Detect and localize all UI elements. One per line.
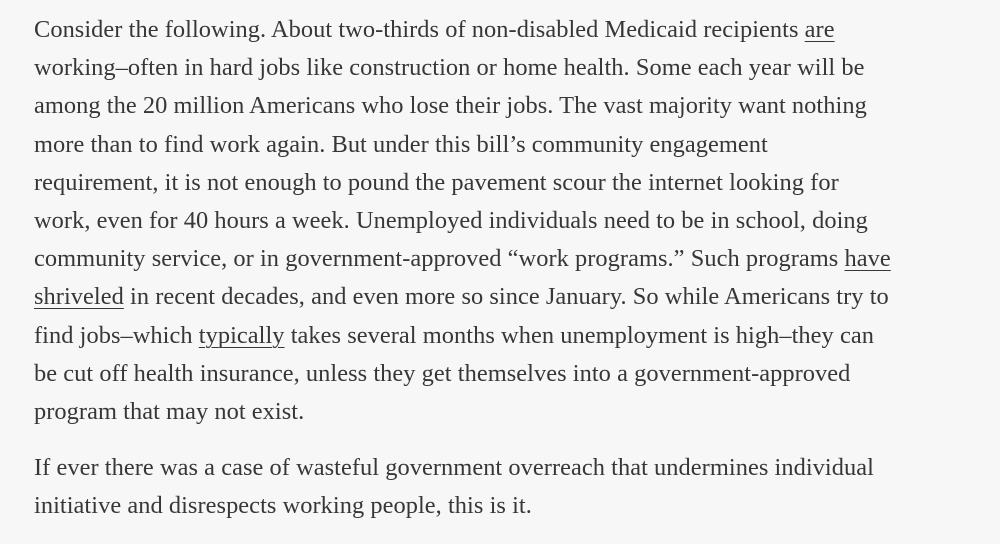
text-run: initiative and disrespects working peopl… bbox=[34, 492, 532, 520]
text-run: takes several months when unemployment i… bbox=[284, 321, 874, 349]
text-line: community service, or in government-appr… bbox=[34, 240, 974, 278]
text-run: more than to find work again. But under … bbox=[34, 130, 768, 158]
text-line: program that may not exist. bbox=[34, 393, 974, 431]
text-line: requirement, it is not enough to pound t… bbox=[34, 164, 974, 202]
text-line: work, even for 40 hours a week. Unemploy… bbox=[34, 202, 974, 240]
inline-link[interactable]: have bbox=[844, 245, 891, 273]
text-run: working–often in hard jobs like construc… bbox=[34, 54, 865, 82]
text-run: be cut off health insurance, unless they… bbox=[34, 359, 851, 387]
text-line: shriveled in recent decades, and even mo… bbox=[34, 278, 974, 316]
inline-link[interactable]: typically bbox=[198, 321, 285, 349]
text-line: Consider the following. About two-thirds… bbox=[34, 11, 974, 49]
text-run: program that may not exist. bbox=[34, 398, 305, 426]
text-run: among the 20 million Americans who lose … bbox=[34, 92, 867, 120]
text-run: Consider the following. About two-thirds… bbox=[34, 16, 805, 43]
text-run: If ever there was a case of wasteful gov… bbox=[34, 454, 874, 482]
text-run: community service, or in government-appr… bbox=[34, 245, 845, 273]
inline-link[interactable]: are bbox=[804, 16, 835, 43]
text-run: find jobs–which bbox=[34, 321, 199, 349]
text-line: more than to find work again. But under … bbox=[34, 126, 974, 164]
text-line: find jobs–which typically takes several … bbox=[34, 317, 974, 355]
paragraph: If ever there was a case of wasteful gov… bbox=[34, 449, 974, 525]
paragraph: Consider the following. About two-thirds… bbox=[34, 11, 974, 431]
article-body: Consider the following. About two-thirds… bbox=[34, 11, 974, 544]
text-line: among the 20 million Americans who lose … bbox=[34, 87, 974, 125]
text-line: initiative and disrespects working peopl… bbox=[34, 487, 974, 525]
text-run: work, even for 40 hours a week. Unemploy… bbox=[34, 207, 868, 235]
text-run: requirement, it is not enough to pound t… bbox=[34, 168, 839, 196]
inline-link[interactable]: shriveled bbox=[34, 283, 124, 311]
text-line: If ever there was a case of wasteful gov… bbox=[34, 449, 974, 487]
text-line: working–often in hard jobs like construc… bbox=[34, 49, 974, 87]
text-line: be cut off health insurance, unless they… bbox=[34, 355, 974, 393]
text-run: in recent decades, and even more so sinc… bbox=[123, 283, 889, 311]
